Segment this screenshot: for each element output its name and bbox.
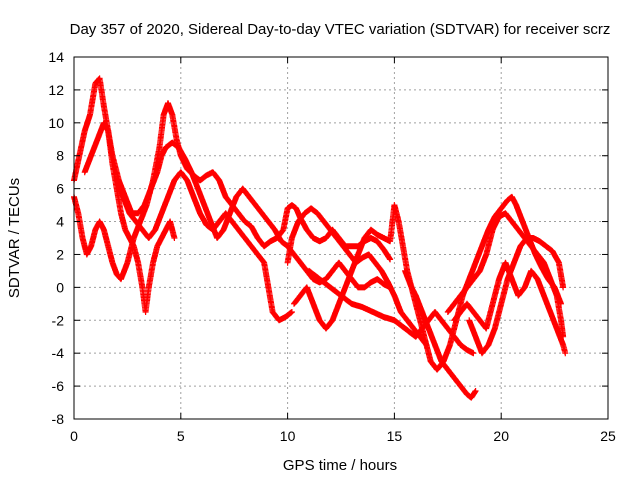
- y-axis-label: SDTVAR / TECUs: [6, 178, 23, 298]
- y-tick-label: 12: [48, 82, 64, 98]
- data-markers: [113, 169, 295, 324]
- y-tick-label: 6: [56, 181, 64, 197]
- data-markers: [444, 210, 567, 340]
- series-sat-e: [284, 205, 430, 348]
- y-tick-label: 0: [56, 279, 64, 295]
- gridlines: [74, 57, 608, 419]
- plot-border: [73, 56, 609, 420]
- x-tick-label: 10: [280, 428, 296, 444]
- y-tick-label: 10: [48, 115, 64, 131]
- data-markers: [291, 202, 479, 401]
- y-tick-label: -2: [52, 312, 65, 328]
- data-points: [71, 75, 569, 401]
- series-sat-k: [466, 235, 567, 357]
- x-tick-label: 5: [177, 428, 185, 444]
- y-tick-label: -8: [52, 411, 65, 427]
- data-markers: [284, 205, 430, 348]
- series-sat-f: [291, 202, 479, 401]
- data-markers: [306, 267, 477, 357]
- x-tick-label: 0: [70, 428, 78, 444]
- data-markers: [466, 235, 567, 357]
- y-tick-label: 8: [56, 148, 64, 164]
- data-markers: [451, 259, 569, 357]
- y-tick-label: 14: [48, 49, 64, 65]
- series-sat-j: [451, 259, 569, 357]
- series-sat-g: [306, 267, 477, 357]
- y-tick-label: -6: [52, 378, 65, 394]
- y-tick-label: -4: [52, 345, 65, 361]
- x-tick-label: 20: [493, 428, 509, 444]
- y-tick-label: 4: [56, 214, 64, 230]
- x-axis-label: GPS time / hours: [283, 457, 397, 474]
- chart-title: Day 357 of 2020, Sidereal Day-to-day VTE…: [70, 21, 611, 38]
- axis-ticks: 0 5 10 15 20 25 -8 -6 -4 -2 0 2 4 6 8 10 12 14: [48, 49, 616, 444]
- series-sat-i: [444, 210, 567, 340]
- y-tick-label: 2: [56, 246, 64, 262]
- x-tick-label: 15: [387, 428, 403, 444]
- series-sat-d: [113, 169, 295, 324]
- x-tick-label: 25: [600, 428, 616, 444]
